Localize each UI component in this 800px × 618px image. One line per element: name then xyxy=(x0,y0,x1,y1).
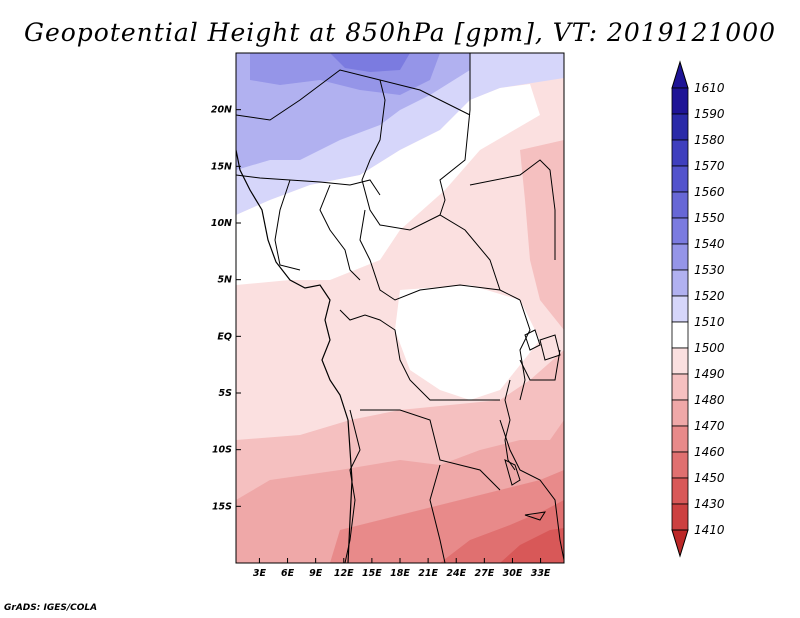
colorbar-label: 1500 xyxy=(694,341,725,355)
colorbar-label: 1610 xyxy=(694,81,725,95)
colorbar-label: 1580 xyxy=(694,133,725,147)
colorbar-label: 1470 xyxy=(694,419,725,433)
lakes xyxy=(504,329,561,521)
colorbar-label: 1430 xyxy=(694,497,725,511)
colorbar-bin xyxy=(671,347,689,375)
field-layer xyxy=(236,53,564,563)
lon-tick-label: 15E xyxy=(362,568,382,579)
lon-tick-label: 21E xyxy=(418,568,438,579)
colorbar-bin xyxy=(671,113,689,141)
lat-tick-label: 15S xyxy=(212,501,232,512)
lat-tick-label: EQ xyxy=(217,331,232,342)
lat-tick-label: 20N xyxy=(211,105,232,116)
colorbar-bin xyxy=(671,165,689,193)
colorbar-label: 1480 xyxy=(694,393,725,407)
lon-tick-label: 18E xyxy=(390,568,410,579)
field-pink-2b xyxy=(520,140,564,330)
lat-tick-label: 10N xyxy=(211,218,232,229)
lon-tick-label: 33E xyxy=(531,568,551,579)
colorbar-bin xyxy=(671,217,689,245)
colorbar-label: 1510 xyxy=(694,315,725,329)
colorbar-bin xyxy=(671,373,689,401)
lat-axis: 20N 15N 10N 5N EQ 5S 10S 15S xyxy=(211,105,241,512)
colorbar-label: 1550 xyxy=(694,211,725,225)
lat-tick-label: 5N xyxy=(217,275,232,286)
lon-tick-label: 27E xyxy=(474,568,494,579)
colorbar-bins xyxy=(671,60,689,558)
colorbar-label: 1410 xyxy=(694,523,725,537)
colorbar-bin xyxy=(671,269,689,297)
colorbar-top-arrow xyxy=(671,60,689,89)
colorbar-bin xyxy=(671,451,689,479)
colorbar-labels: 1610 1590 1580 1570 1560 1550 1540 1530 1520 1510… xyxy=(694,81,725,537)
lon-tick-label: 9E xyxy=(309,568,323,579)
colorbar-bin xyxy=(671,87,689,115)
colorbar-bin xyxy=(671,425,689,453)
colorbar-bottom-arrow xyxy=(671,529,689,558)
lon-tick-label: 6E xyxy=(281,568,295,579)
chart-title: Geopotential Height at 850hPa [gpm], VT:… xyxy=(23,18,777,47)
colorbar-label: 1490 xyxy=(694,367,725,381)
field-blue-darker xyxy=(330,53,410,72)
lon-tick-label: 30E xyxy=(503,568,523,579)
colorbar-label: 1520 xyxy=(694,289,725,303)
field-white-2 xyxy=(395,285,540,400)
colorbar-bin xyxy=(671,191,689,219)
lon-tick-label: 3E xyxy=(253,568,267,579)
lat-tick-label: 10S xyxy=(212,445,232,456)
field-white xyxy=(236,84,540,285)
lat-tick-label: 5S xyxy=(219,388,233,399)
colorbar-bin xyxy=(671,399,689,427)
lat-tick-label: 15N xyxy=(211,161,232,172)
coastline xyxy=(236,149,353,563)
colorbar-label: 1590 xyxy=(694,107,725,121)
lon-tick-label: 12E xyxy=(334,568,354,579)
colorbar-label: 1540 xyxy=(694,237,725,251)
colorbar-label: 1450 xyxy=(694,471,725,485)
colorbar-bin xyxy=(671,295,689,323)
colorbar-bin xyxy=(671,243,689,271)
lon-axis: 3E 6E 9E 12E 15E 18E 21E 24E 27E 30E 33E xyxy=(253,558,551,579)
colorbar-bin xyxy=(671,503,689,531)
colorbar-label: 1560 xyxy=(694,185,725,199)
field-red-2 xyxy=(500,528,564,563)
colorbar-bin xyxy=(671,139,689,167)
colorbar-label: 1530 xyxy=(694,263,725,277)
lon-tick-label: 24E xyxy=(446,568,466,579)
colorbar-bin xyxy=(671,477,689,505)
colorbar-label: 1570 xyxy=(694,159,725,173)
credit-text: GrADS: IGES/COLA xyxy=(4,603,98,613)
political-borders xyxy=(236,53,564,563)
colorbar-label: 1460 xyxy=(694,445,725,459)
colorbar-bin xyxy=(671,321,689,349)
